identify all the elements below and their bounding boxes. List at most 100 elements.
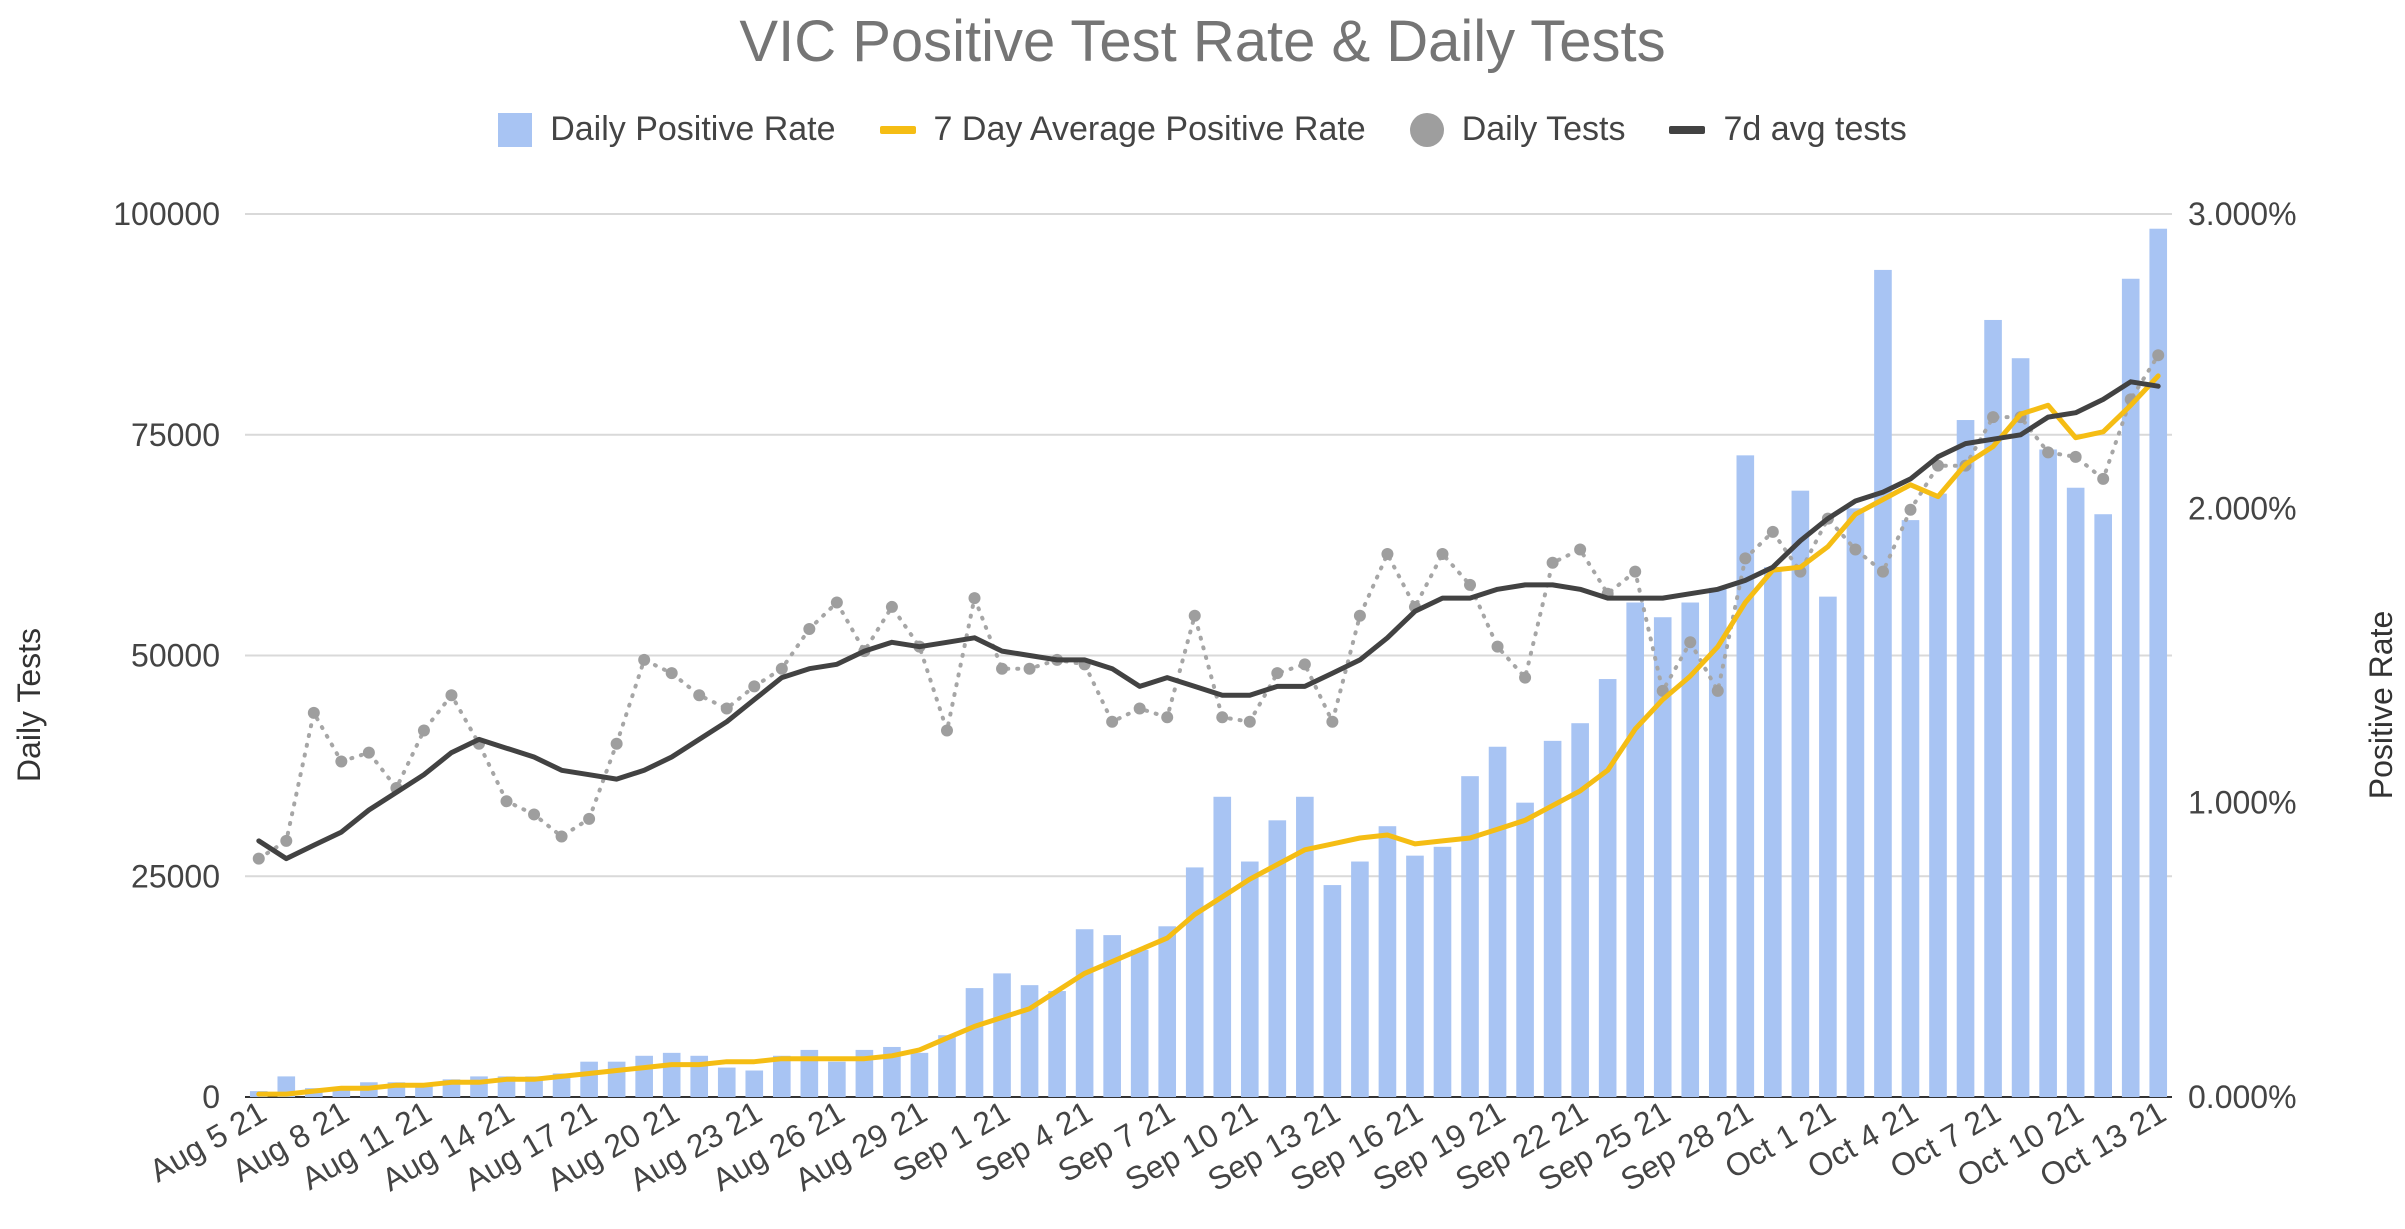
bar[interactable] [993,973,1011,1097]
bar[interactable] [1323,885,1342,1097]
daily-tests-point[interactable] [885,600,898,613]
daily-tests-point[interactable] [638,653,651,666]
daily-tests-point[interactable] [335,755,348,768]
bar[interactable] [607,1061,626,1097]
daily-tests-point[interactable] [362,746,375,759]
daily-tests-point[interactable] [1849,543,1862,556]
daily-tests-point[interactable] [693,689,706,702]
bar[interactable] [855,1049,874,1097]
daily-tests-point[interactable] [1932,459,1945,472]
daily-tests-point[interactable] [1381,547,1394,560]
bar[interactable] [2149,228,2168,1097]
daily-tests-point[interactable] [1188,609,1201,622]
bar[interactable] [2121,278,2140,1098]
daily-tests-point[interactable] [968,592,981,605]
bar[interactable] [1736,455,1755,1097]
bar[interactable] [883,1046,901,1097]
daily-tests-point[interactable] [1106,715,1119,728]
daily-tests-point[interactable] [1243,715,1256,728]
bar[interactable] [800,1049,819,1097]
bar[interactable] [717,1067,736,1097]
bar[interactable] [1406,855,1424,1097]
daily-tests-point[interactable] [1876,565,1889,578]
daily-tests-point[interactable] [252,852,265,865]
daily-tests-point[interactable] [555,830,568,843]
daily-tests-point[interactable] [720,702,733,715]
daily-tests-point[interactable] [280,834,293,847]
bar[interactable] [1846,508,1865,1097]
bar[interactable] [1653,617,1672,1097]
avg-positive-rate-line[interactable] [256,373,2161,1097]
bar[interactable] [1378,826,1397,1097]
bar[interactable] [2011,358,2030,1097]
legend-item-avg-tests[interactable]: 7d avg tests [1669,110,1907,149]
daily-tests-point[interactable] [1491,640,1504,653]
daily-tests-point[interactable] [1904,503,1917,516]
daily-tests-point[interactable] [445,689,458,702]
daily-tests-point[interactable] [1298,658,1311,671]
bar[interactable] [2039,449,2057,1097]
legend-item-avg-positive-rate[interactable]: 7 Day Average Positive Rate [879,110,1366,149]
bar[interactable] [772,1055,791,1097]
bar[interactable] [1075,929,1094,1097]
daily-tests-point[interactable] [1519,671,1532,684]
bar[interactable] [1543,740,1562,1097]
daily-tests-point[interactable] [996,662,1009,675]
daily-tests-point[interactable] [528,808,541,821]
daily-tests-point[interactable] [1436,547,1449,560]
bar[interactable] [1488,746,1507,1097]
bar[interactable] [1598,679,1617,1097]
bar[interactable] [1103,935,1121,1097]
bar[interactable] [745,1070,764,1097]
bar[interactable] [1901,520,1920,1097]
daily-tests-point[interactable] [748,680,761,693]
daily-tests-point[interactable] [940,724,953,737]
bar[interactable] [1158,926,1177,1097]
daily-tests-point[interactable] [1271,667,1284,680]
bar[interactable] [1020,985,1039,1097]
bar[interactable] [1130,949,1149,1097]
bar[interactable] [1296,796,1314,1097]
daily-tests-point[interactable] [610,737,623,750]
bar[interactable] [1984,319,2002,1098]
bar[interactable] [332,1088,351,1097]
bar[interactable] [828,1061,846,1097]
daily-tests-point[interactable] [803,623,816,636]
bar[interactable] [2094,514,2112,1097]
bar[interactable] [1819,596,1837,1097]
daily-tests-point[interactable] [1987,411,2000,424]
bar[interactable] [1268,820,1287,1097]
daily-tests-point[interactable] [1464,578,1477,591]
bar[interactable] [965,988,984,1097]
daily-tests-point[interactable] [830,596,843,609]
bar[interactable] [1929,493,1947,1097]
daily-tests-point[interactable] [775,662,788,675]
daily-tests-point[interactable] [2042,446,2055,459]
daily-tests-point[interactable] [500,795,513,808]
bar[interactable] [2066,487,2085,1098]
daily-tests-point[interactable] [417,724,430,737]
daily-tests-point[interactable] [1684,636,1697,649]
daily-tests-point[interactable] [1326,715,1339,728]
bar[interactable] [1626,602,1645,1097]
legend-item-daily-positive-rate[interactable]: Daily Positive Rate [498,110,836,149]
daily-tests-point[interactable] [1766,525,1779,538]
bar[interactable] [1956,420,1975,1097]
daily-tests-point[interactable] [665,667,678,680]
bar[interactable] [1764,567,1782,1097]
bar[interactable] [1213,796,1232,1097]
legend-item-daily-tests[interactable]: Daily Tests [1409,110,1625,149]
bar[interactable] [1433,846,1452,1097]
daily-tests-point[interactable] [1629,565,1642,578]
bar[interactable] [938,1035,956,1097]
daily-tests-point[interactable] [1133,702,1146,715]
daily-tests-point[interactable] [1739,552,1752,565]
daily-tests-point[interactable] [1161,711,1174,724]
daily-tests-point[interactable] [1574,543,1587,556]
bar[interactable] [635,1055,653,1097]
avg-tests-line[interactable] [256,379,2161,862]
bar[interactable] [415,1085,433,1097]
daily-tests-point[interactable] [583,812,596,825]
daily-tests-point[interactable] [2069,450,2082,463]
bar[interactable] [910,1052,929,1097]
